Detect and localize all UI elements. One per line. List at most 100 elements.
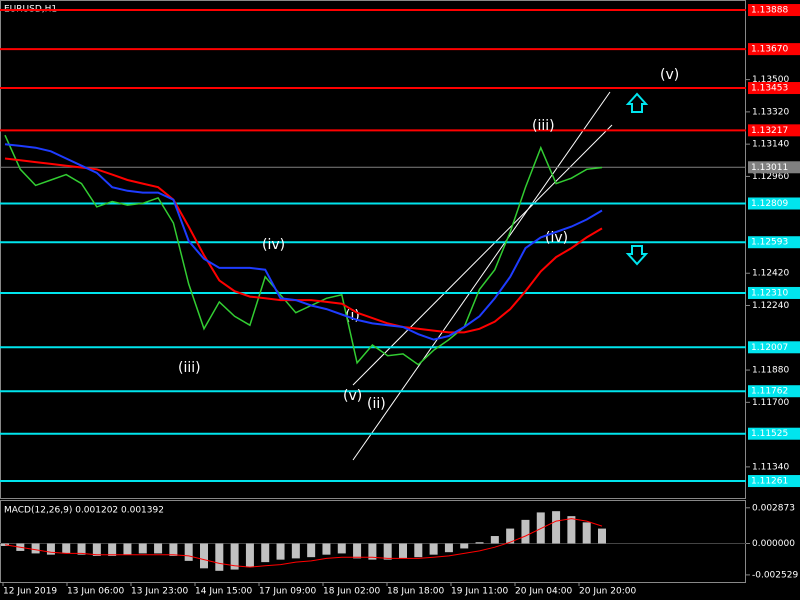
histogram-bar (154, 543, 163, 554)
level-label: 1.11261 (751, 477, 788, 487)
x-tick-label: 18 Jun 18:00 (387, 587, 444, 597)
histogram-bar (506, 528, 515, 544)
level-tag (748, 4, 800, 17)
histogram-bar (337, 543, 346, 554)
wave-label: (ii) (367, 396, 386, 412)
histogram-bar (123, 543, 132, 555)
histogram-bar (307, 543, 316, 558)
histogram-bar (77, 543, 86, 555)
y-tick-label: 1.13320 (752, 107, 789, 117)
level-tag (748, 43, 800, 56)
histogram-bar (230, 543, 239, 570)
y-tick-label: 1.12240 (752, 301, 789, 311)
histogram-bar (399, 543, 407, 559)
histogram-bar (598, 528, 606, 544)
histogram-bar (490, 536, 499, 544)
level-label: 1.11762 (751, 387, 788, 397)
y-tick-label: 1.11340 (752, 462, 789, 472)
x-tick-label: 19 Jun 11:00 (451, 587, 508, 597)
channel-line (352, 124, 613, 386)
level-label: 1.13888 (751, 6, 788, 16)
macd-title: MACD(12,26,9) 0.001202 0.001392 (4, 506, 164, 516)
histogram-bar (62, 543, 71, 554)
histogram-bar (322, 543, 331, 555)
level-tag (748, 161, 800, 174)
level-tag (748, 475, 800, 488)
wave-label: (v) (660, 67, 679, 83)
y-tick-label: 1.11700 (752, 398, 789, 408)
level-label: 1.12593 (751, 238, 788, 248)
histogram-bar (245, 543, 254, 568)
level-label: 1.12809 (751, 199, 788, 209)
histogram-bar (552, 511, 561, 544)
level-label: 1.13011 (751, 163, 788, 173)
x-tick-label: 20 Jun 04:00 (515, 587, 572, 597)
histogram-bar (261, 543, 270, 563)
histogram-bar (200, 543, 208, 569)
histogram-bar (536, 512, 545, 544)
arrow-down (625, 245, 649, 266)
level-tag (748, 385, 800, 398)
x-tick-label: 17 Jun 09:00 (259, 587, 316, 597)
wave-label: (v) (343, 388, 362, 404)
histogram-bar (169, 543, 178, 556)
histogram-bar (567, 516, 576, 544)
histogram-bar (184, 543, 193, 561)
histogram-bar (46, 543, 55, 555)
histogram-bar (276, 543, 285, 560)
level-tag (748, 197, 800, 210)
histogram-bar (368, 543, 377, 560)
series-line (4, 157, 603, 334)
y-tick-label: 1.11880 (752, 366, 789, 376)
histogram-bar (444, 543, 453, 553)
wave-label: (iii) (532, 118, 555, 134)
x-tick-label: 20 Jun 20:00 (579, 587, 636, 597)
wave-label: (iv) (262, 237, 285, 253)
y-tick-label: 1.12420 (752, 269, 789, 279)
macd-frame (0, 500, 746, 583)
histogram-bar (31, 543, 40, 554)
x-tick-label: 18 Jun 02:00 (323, 587, 380, 597)
y-tick-label: 1.13500 (752, 75, 789, 85)
level-label: 1.12007 (751, 343, 788, 353)
level-label: 1.11525 (751, 429, 788, 439)
histogram-bar (138, 543, 147, 554)
level-label: 1.13217 (751, 126, 788, 136)
level-tag (748, 286, 800, 299)
histogram-bar (475, 542, 484, 544)
channel-line (352, 91, 611, 461)
x-tick-label: 13 Jun 23:00 (131, 587, 188, 597)
histogram-bar (521, 519, 530, 544)
histogram-bar (291, 543, 300, 559)
y-tick-label: -0.002529 (752, 570, 798, 580)
histogram-bar (582, 522, 591, 544)
histogram-bar (215, 543, 224, 571)
arrow-up (625, 92, 649, 113)
wave-label: (iii) (178, 360, 201, 376)
histogram-bar (353, 543, 362, 559)
histogram-bar (429, 543, 438, 555)
y-tick-label: 1.13140 (752, 140, 789, 150)
series-line (4, 518, 603, 568)
series-line (4, 134, 603, 366)
level-label: 1.13453 (751, 84, 788, 94)
histogram-bar (383, 543, 392, 560)
x-tick-label: 13 Jun 06:00 (67, 587, 124, 597)
histogram-bar (108, 543, 117, 556)
y-tick-label: 0.000000 (752, 539, 795, 549)
x-tick-label: 14 Jun 15:00 (195, 587, 252, 597)
level-tag (748, 236, 800, 249)
histogram-bar (92, 543, 101, 556)
histogram-bar (414, 543, 423, 558)
histogram-bar (460, 543, 469, 549)
level-tag (748, 82, 800, 95)
y-tick-label: 1.12960 (752, 172, 789, 182)
main-frame (0, 0, 746, 499)
level-label: 1.12310 (751, 288, 788, 298)
level-tag (748, 124, 800, 137)
level-tag (748, 341, 800, 354)
x-tick-label: 12 Jun 2019 (3, 587, 57, 597)
y-tick-label: 0.002873 (752, 503, 795, 513)
level-label: 1.13670 (751, 45, 788, 55)
